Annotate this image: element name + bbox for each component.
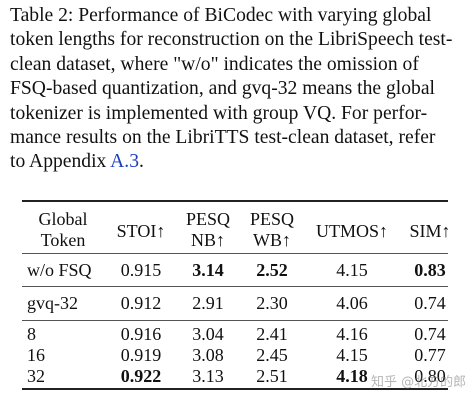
caption-last-suffix: . <box>139 151 144 173</box>
row-sim: 0.74 <box>414 324 446 344</box>
caption-line: clean dataset, where "w/o" indicates the… <box>10 53 419 75</box>
row-pesq-nb: 3.14 <box>192 260 224 280</box>
row-utmos: 4.15 <box>336 260 368 280</box>
row-token: gvq-32 <box>27 293 78 313</box>
row-sim: 0.83 <box>414 260 446 280</box>
row-token: w/o FSQ <box>27 260 92 280</box>
row-pesq-wb: 2.30 <box>256 293 288 313</box>
caption-line: mance results on the LibriTTS test-clean… <box>10 127 436 149</box>
header-global-token: Global Token <box>38 209 88 250</box>
group-rule-1 <box>22 286 448 287</box>
caption-line: Table 2: Performance of BiCodec with var… <box>10 5 432 26</box>
row-stoi: 0.916 <box>120 324 162 344</box>
row-utmos: 4.16 <box>336 324 368 344</box>
row-pesq-wb: 2.51 <box>256 366 288 386</box>
row-token: 32 <box>27 366 45 386</box>
row-pesq-nb: 3.08 <box>192 345 224 365</box>
caption-line: tokenizer is implemented with group VQ. … <box>10 102 428 124</box>
row-stoi: 0.919 <box>120 345 162 365</box>
table-bottom-rule <box>22 388 448 390</box>
row-sim: 0.77 <box>414 345 446 365</box>
caption-line: FSQ-based quantization, and gvq-32 means… <box>10 78 435 100</box>
row-pesq-wb: 2.45 <box>256 345 288 365</box>
row-pesq-nb: 2.91 <box>192 293 224 313</box>
row-pesq-wb: 2.41 <box>256 324 288 344</box>
header-utmos: UTMOS↑ <box>315 221 389 241</box>
row-stoi: 0.912 <box>120 293 162 313</box>
watermark: 知乎 @北方的郎 <box>371 375 467 390</box>
row-utmos: 4.06 <box>336 293 368 313</box>
row-stoi: 0.915 <box>120 260 162 280</box>
row-pesq-nb: 3.13 <box>192 366 224 386</box>
header-sim: SIM↑ <box>409 221 451 241</box>
caption-line: token lengths for reconstruction on the … <box>10 29 453 51</box>
row-stoi: 0.922 <box>120 366 162 386</box>
table-top-rule <box>22 200 448 202</box>
row-pesq-nb: 3.04 <box>192 324 224 344</box>
appendix-link[interactable]: A.3 <box>110 151 140 173</box>
row-pesq-wb: 2.52 <box>256 260 288 280</box>
row-token: 16 <box>27 345 45 365</box>
group-rule-2 <box>22 320 448 321</box>
header-rule <box>22 253 448 254</box>
header-stoi: STOI↑ <box>116 221 166 241</box>
caption-line-last: to Appendix A.3. <box>10 150 466 174</box>
row-utmos: 4.18 <box>336 366 368 386</box>
row-sim: 0.80 <box>414 366 446 386</box>
table-caption: Table 2: Performance of BiCodec with var… <box>10 4 466 175</box>
row-sim: 0.74 <box>414 293 446 313</box>
caption-last-prefix: to Appendix <box>10 151 111 173</box>
row-utmos: 4.15 <box>336 345 368 365</box>
row-token: 8 <box>27 324 36 344</box>
header-pesq-nb: PESQ NB↑ <box>185 209 231 250</box>
header-pesq-wb: PESQ WB↑ <box>249 209 295 250</box>
